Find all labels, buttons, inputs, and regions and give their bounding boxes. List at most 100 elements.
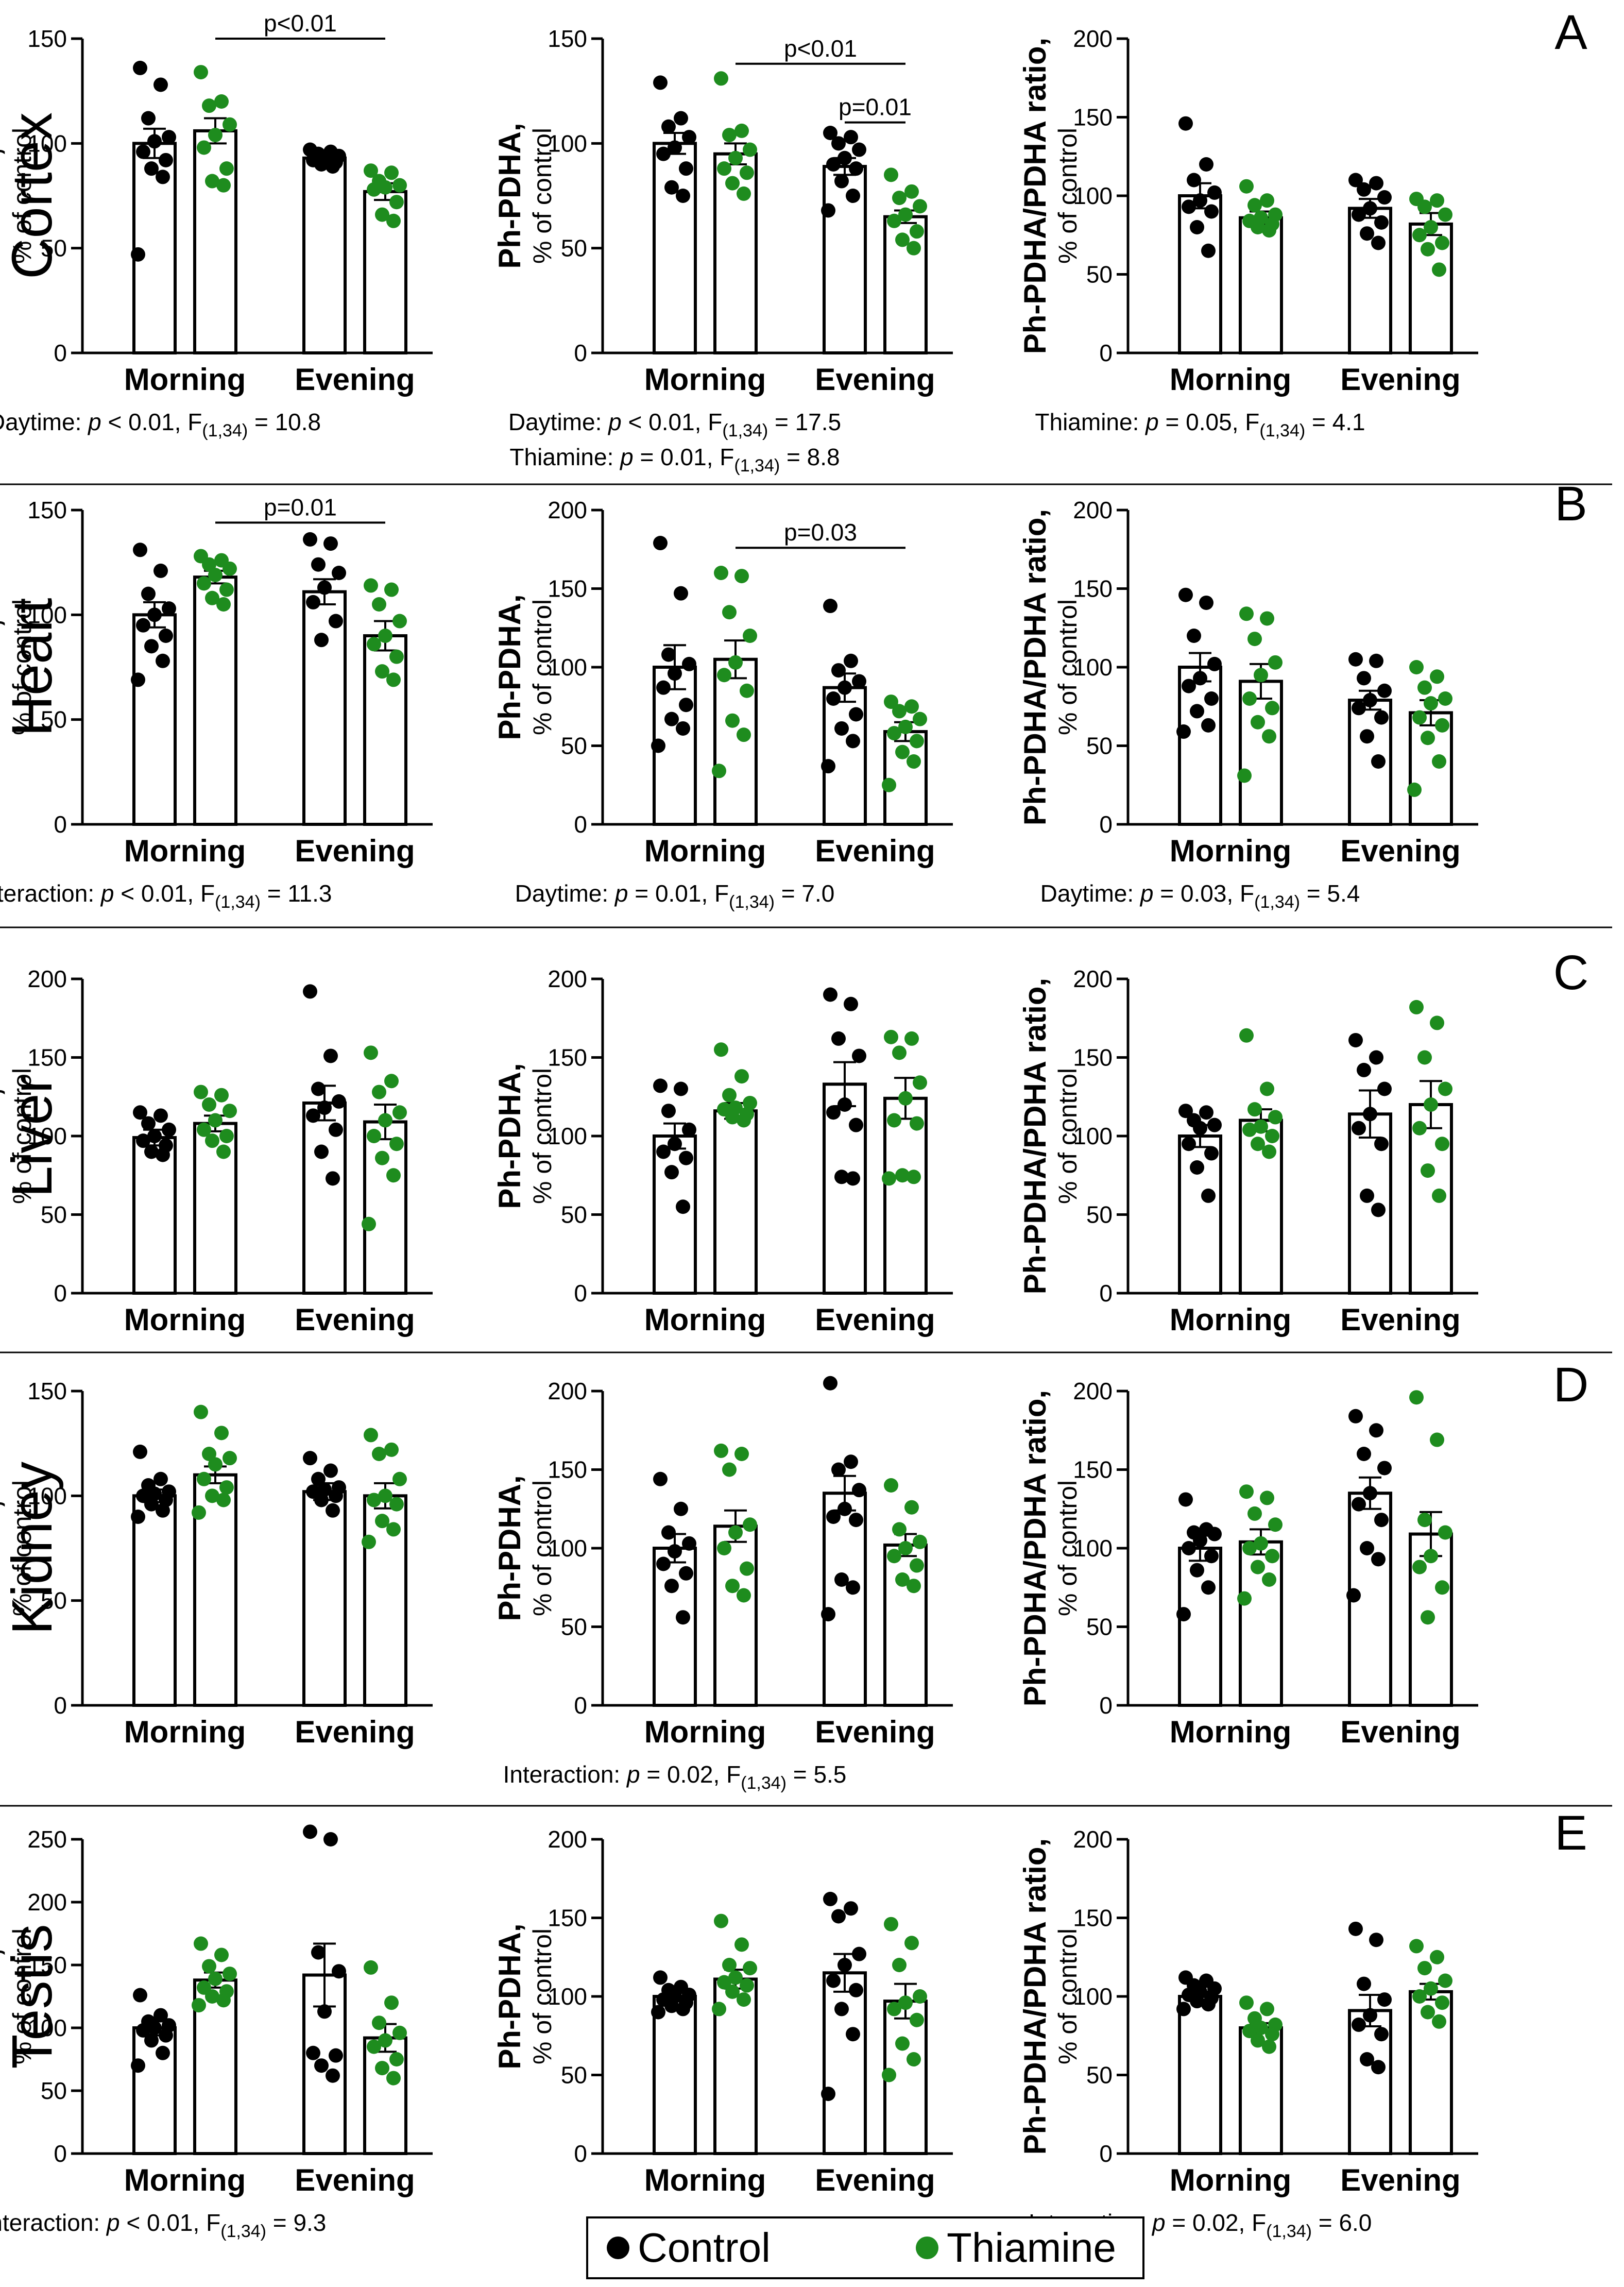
data-point-thiamine [722, 128, 737, 143]
data-point-thiamine [216, 597, 231, 612]
data-point-control [1207, 185, 1222, 200]
data-point-control [664, 1579, 679, 1594]
data-point-thiamine [364, 1045, 378, 1060]
data-point-thiamine [734, 123, 749, 138]
data-point-control [133, 1105, 147, 1120]
data-point-thiamine [1237, 1591, 1252, 1606]
data-point-thiamine [1239, 1995, 1254, 2010]
data-point-control [317, 2004, 332, 2019]
panel-cortex-pdha: Cortex 0 50 100 150 PDHA,% of control Morning E… [0, 10, 433, 441]
data-point-thiamine [895, 744, 910, 759]
data-point-thiamine [907, 1579, 921, 1594]
data-point-control [144, 1497, 159, 1512]
data-point-control [837, 680, 852, 695]
data-point-control [653, 1471, 668, 1486]
data-point-control [303, 1824, 317, 1839]
data-point-thiamine [208, 128, 223, 143]
y-tick-label: 50 [1086, 1201, 1113, 1228]
legend-frame [586, 2216, 1144, 2279]
data-point-control [1190, 1160, 1204, 1175]
y-axis-subtitle: % of control [528, 1068, 557, 1204]
data-point-thiamine [1435, 1580, 1449, 1595]
data-point-control [1363, 201, 1377, 216]
data-point-thiamine [1409, 1390, 1424, 1405]
y-tick-label: 0 [54, 1692, 67, 1719]
data-point-control [682, 656, 696, 671]
data-point-control [144, 1144, 159, 1159]
data-point-control [332, 566, 346, 580]
data-point-control [1371, 2060, 1386, 2075]
y-axis-subtitle: % of control [8, 128, 37, 264]
data-point-thiamine [205, 1133, 219, 1148]
data-point-control [656, 680, 671, 695]
y-axis-subtitle: % of control [1053, 1480, 1082, 1616]
y-tick-label: 100 [1073, 1983, 1113, 2010]
y-axis-title: Ph-PDHA, [492, 594, 527, 740]
x-tick-label-morning: Morning [1170, 1302, 1292, 1337]
data-point-thiamine [205, 1989, 219, 2004]
data-point-control [1377, 190, 1392, 205]
data-point-control [326, 159, 340, 174]
data-point-control [1357, 671, 1371, 686]
data-point-control [329, 1122, 343, 1137]
y-tick-label: 50 [1086, 261, 1113, 288]
data-point-thiamine [722, 605, 737, 620]
data-point-thiamine [1412, 710, 1427, 725]
x-tick-label-evening: Evening [295, 1715, 415, 1749]
x-tick-label-evening: Evening [295, 2163, 415, 2197]
data-point-control [153, 77, 168, 92]
data-point-control [1352, 207, 1366, 222]
data-point-thiamine [725, 1110, 740, 1125]
data-point-thiamine [1260, 1081, 1274, 1096]
data-point-control [656, 1144, 671, 1159]
data-point-thiamine [1251, 2033, 1265, 2048]
y-tick-label: 50 [561, 235, 587, 262]
data-point-control [311, 1945, 326, 1960]
x-tick-label-evening: Evening [295, 362, 415, 397]
data-point-thiamine [378, 629, 392, 643]
data-point-thiamine [1417, 1513, 1432, 1528]
data-point-thiamine [1409, 999, 1424, 1014]
data-point-control [314, 1144, 329, 1159]
data-point-control [1374, 710, 1389, 725]
bar-morning-control [653, 1995, 697, 2155]
y-axis-title: Ph-PDHA/PDHA ratio, [1018, 38, 1052, 354]
data-point-thiamine [1247, 1102, 1262, 1117]
bar-evening-control [302, 156, 347, 354]
x-tick-label-morning: Morning [1170, 362, 1292, 397]
y-tick-label: 50 [561, 1614, 587, 1640]
data-point-thiamine [216, 1144, 231, 1159]
data-point-thiamine [734, 569, 749, 584]
stats-line: Daytime: p < 0.01, F(1,34) = 17.5 [508, 409, 841, 441]
y-axis-title: PDHA, [0, 1500, 7, 1597]
y-tick-label: 150 [548, 1044, 587, 1071]
data-point-thiamine [375, 207, 389, 222]
y-tick-label: 50 [41, 1587, 67, 1614]
data-point-thiamine [384, 1442, 399, 1457]
data-point-control [1360, 2052, 1374, 2066]
stats-line: Interaction: p < 0.01, F(1,34) = 11.3 [0, 880, 332, 912]
data-point-thiamine [898, 1541, 913, 1555]
data-point-thiamine [219, 1129, 234, 1143]
data-point-thiamine [895, 232, 910, 247]
data-point-thiamine [372, 1447, 386, 1461]
data-point-control [676, 1610, 690, 1625]
data-point-control [1176, 2002, 1191, 2017]
data-point-control [1199, 1105, 1213, 1120]
data-point-control [852, 674, 866, 689]
tissue-label-testis: Testis [1, 1924, 64, 2069]
data-point-thiamine [722, 1462, 737, 1477]
data-point-thiamine [1424, 1097, 1438, 1112]
data-point-control [674, 111, 688, 126]
data-point-thiamine [1432, 262, 1446, 277]
data-point-control [1187, 173, 1201, 188]
data-point-thiamine [1242, 691, 1257, 706]
x-tick-label-evening: Evening [1340, 362, 1460, 397]
panel-letter-d: D [1553, 1358, 1589, 1412]
data-point-thiamine [392, 1471, 407, 1486]
y-tick-label: 50 [41, 235, 67, 262]
panel-heart-ph-pdha-pdha-ratio: B 0 50 100 150 200 Ph-PDHA/PDHA ratio,% of con… [1018, 477, 1587, 912]
data-point-thiamine [367, 2039, 381, 2054]
data-point-thiamine [205, 1488, 219, 1503]
data-point-control [162, 1122, 176, 1137]
